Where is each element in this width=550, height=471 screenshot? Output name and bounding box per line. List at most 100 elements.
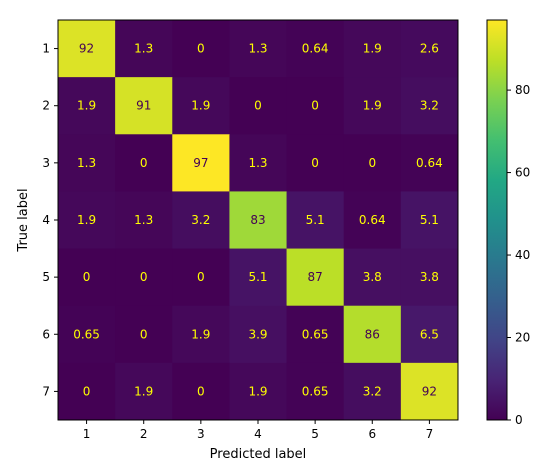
heatmap-cell-r6-c3 [172, 305, 230, 364]
x-tick-label: 4 [254, 427, 262, 441]
heatmap-cell-r6-c2 [115, 305, 173, 364]
heatmap-cell-r5-c5 [286, 248, 345, 307]
colorbar-ticks: 0 20 40 60 80 [507, 83, 530, 427]
heatmap-cell-r3-c1 [58, 134, 116, 192]
cell-label-r4-c3: 3.2 [191, 213, 210, 227]
heatmap-cell-r1-c2 [115, 20, 173, 78]
heatmap-cell-r7-c2 [115, 362, 173, 421]
heatmap-cell-r1-c1 [58, 20, 116, 78]
heatmap-cell-r2-c2 [115, 77, 173, 135]
heatmap-cell-r1-c7 [400, 20, 459, 78]
heatmap-cell-r5-c2 [115, 248, 173, 307]
cell-label-r1-c7: 2.6 [420, 42, 439, 56]
heatmap-cell-r1-c3 [172, 20, 230, 78]
cell-label-r7-c5: 0.65 [302, 384, 329, 398]
heatmap-cell-r2-c1 [58, 77, 116, 135]
cell-label-r3-c5: 0 [311, 156, 319, 170]
heatmap-cell-r4-c3 [172, 191, 230, 250]
cell-label-r5-c4: 5.1 [248, 270, 267, 284]
cell-label-r5-c3: 0 [197, 270, 205, 284]
cell-label-r7-c3: 0 [197, 384, 205, 398]
cell-label-r7-c4: 1.9 [248, 384, 267, 398]
cell-label-r3-c4: 1.3 [248, 156, 267, 170]
y-tick-label: 3 [42, 156, 50, 170]
colorbar-tick-label: 0 [515, 413, 523, 427]
y-axis-ticks: 1 2 3 4 5 6 7 [42, 42, 58, 398]
y-tick-label: 7 [42, 384, 50, 398]
heatmap-cell-r4-c7 [400, 191, 459, 250]
cell-label-r4-c6: 0.64 [359, 213, 386, 227]
y-axis-label: True label [16, 188, 31, 252]
cell-label-r6-c5: 0.65 [302, 327, 329, 341]
y-tick-label: 1 [42, 42, 50, 56]
heatmap-cell-r3-c7 [400, 134, 459, 192]
heatmap-cell-r6-c7 [400, 305, 459, 364]
heatmap-cell-r5-c1 [58, 248, 116, 307]
heatmap-cell-r3-c4 [229, 134, 288, 192]
cell-label-r2-c2: 91 [136, 99, 151, 113]
colorbar-tick-label: 80 [515, 83, 530, 97]
heatmap-cell-r6-c6 [343, 305, 402, 364]
heatmap-cell-r7-c5 [286, 362, 345, 421]
cell-label-r2-c3: 1.9 [191, 99, 210, 113]
heatmap-cell-r2-c5 [286, 77, 345, 135]
y-tick-label: 5 [42, 270, 50, 284]
heatmap-cell-r5-c4 [229, 248, 288, 307]
heatmap-cell-r1-c5 [286, 20, 345, 78]
heatmap-cell-r2-c3 [172, 77, 230, 135]
heatmap-cell-r7-c1 [58, 362, 116, 421]
heatmap-cell-r2-c7 [400, 77, 459, 135]
cell-label-r5-c1: 0 [83, 270, 91, 284]
cell-label-r1-c6: 1.9 [363, 42, 382, 56]
colorbar-tick-label: 20 [515, 331, 530, 345]
cell-label-r2-c1: 1.9 [77, 99, 96, 113]
cell-label-r1-c2: 1.3 [134, 42, 153, 56]
cell-label-r2-c5: 0 [311, 99, 319, 113]
cell-label-r4-c4: 83 [250, 213, 265, 227]
cell-label-r3-c2: 0 [140, 156, 148, 170]
heatmap-cell-r4-c4 [229, 191, 288, 250]
heatmap-cell-r3-c5 [286, 134, 345, 192]
x-tick-label: 5 [311, 427, 319, 441]
colorbar-tick-label: 60 [515, 166, 530, 180]
heatmap-cell-r5-c3 [172, 248, 230, 307]
cell-label-r6-c1: 0.65 [73, 327, 100, 341]
x-axis-ticks: 1 2 3 4 5 6 7 [83, 419, 434, 441]
heatmap-cell-r3-c6 [343, 134, 402, 192]
heatmap-cell-r1-c4 [229, 20, 288, 78]
cell-label-r7-c2: 1.9 [134, 384, 153, 398]
heatmap-cell-r6-c1 [58, 305, 116, 364]
cell-label-r1-c5: 0.64 [302, 42, 329, 56]
cell-label-r4-c7: 5.1 [420, 213, 439, 227]
heatmap-cell-r4-c1 [58, 191, 116, 250]
heatmap-cell-r2-c4 [229, 77, 288, 135]
cell-label-r6-c4: 3.9 [248, 327, 267, 341]
heatmap-cell-r7-c3 [172, 362, 230, 421]
cell-label-r1-c1: 92 [79, 42, 94, 56]
heatmap-cell-r7-c4 [229, 362, 288, 421]
cell-label-r4-c1: 1.9 [77, 213, 96, 227]
cell-label-r7-c7: 92 [422, 384, 437, 398]
cell-label-r6-c6: 86 [365, 327, 380, 341]
heatmap-cell-r1-c6 [343, 20, 402, 78]
heatmap-cell-r3-c3 [172, 134, 230, 192]
cell-label-r7-c6: 3.2 [363, 384, 382, 398]
heatmap-cell-r4-c5 [286, 191, 345, 250]
cell-label-r2-c7: 3.2 [420, 99, 439, 113]
heatmap-cell-r7-c7 [400, 362, 459, 421]
x-tick-label: 1 [83, 427, 91, 441]
x-tick-label: 6 [368, 427, 376, 441]
y-tick-label: 2 [42, 99, 50, 113]
heatmap-cell-r2-c6 [343, 77, 402, 135]
x-tick-label: 7 [426, 427, 434, 441]
cell-label-r3-c6: 0 [368, 156, 376, 170]
colorbar-gradient [486, 19, 508, 421]
cell-label-r2-c4: 0 [254, 99, 262, 113]
y-tick-label: 4 [42, 213, 50, 227]
cell-label-r5-c5: 87 [307, 270, 322, 284]
cell-label-r1-c3: 0 [197, 42, 205, 56]
heatmap-cell-r5-c7 [400, 248, 459, 307]
cell-label-r6-c7: 6.5 [420, 327, 439, 341]
cell-label-r5-c7: 3.8 [420, 270, 439, 284]
